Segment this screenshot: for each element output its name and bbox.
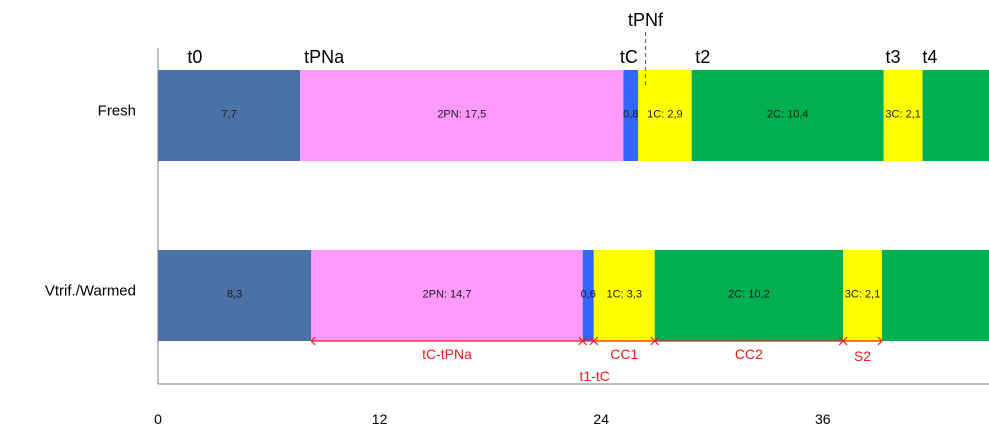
bar-segment — [300, 70, 624, 161]
bar-segment — [638, 70, 692, 161]
segment-label: 1C: 3,3 — [607, 288, 642, 300]
segment-label: 3C: 2,1 — [885, 108, 920, 120]
measurement-label: CC1 — [610, 346, 638, 362]
bar-segment — [623, 70, 639, 161]
x-tick-label: 24 — [593, 411, 609, 427]
bar-segment — [582, 250, 594, 341]
bar-segment — [593, 250, 655, 341]
segment-label: 2PN: 14,7 — [423, 288, 472, 300]
bar-segment — [883, 70, 923, 161]
event-label: tPNa — [304, 47, 345, 67]
bar-segment — [654, 250, 844, 341]
axis-layer: 0 12 24 36 Fresh Vtrif./Warmed — [45, 48, 989, 427]
bar-segment — [843, 250, 882, 341]
segment-label: 0,6 — [581, 288, 596, 300]
event-label: tC — [620, 47, 638, 67]
x-tick-label: 36 — [815, 411, 831, 427]
segment-label: 2PN: 17,5 — [437, 108, 486, 120]
measurement-arrow — [842, 336, 883, 346]
bar-segment — [158, 250, 312, 341]
bar-segment — [922, 70, 989, 161]
measurement-label: tC-tPNa — [422, 346, 472, 362]
bar-segment — [158, 70, 301, 161]
event-label: t3 — [885, 47, 900, 67]
category-label: Vtrif./Warmed — [45, 282, 136, 299]
x-tick-label: 0 — [154, 411, 162, 427]
bar-segment — [311, 250, 583, 341]
event-label: tPNf — [628, 10, 664, 30]
bars-layer — [158, 70, 989, 341]
measurement-label: CC2 — [735, 346, 763, 362]
annotation-layer: t0 tPNa tC tPNf t2 t3 t4 — [187, 10, 937, 86]
segment-label: 2C: 10,4 — [767, 108, 809, 120]
segment-label: 1C: 2,9 — [647, 108, 682, 120]
measurement-label: S2 — [854, 348, 871, 364]
x-tick-label: 12 — [372, 411, 388, 427]
segment-label: 2C: 10,2 — [728, 288, 770, 300]
measurement-label: t1-tC — [580, 368, 610, 384]
segment-label: 8,3 — [227, 288, 242, 300]
bar-segment — [881, 250, 989, 341]
segment-labels-layer: 7,7 2PN: 17,5 0,8 1C: 2,9 2C: 10,4 3C: 2,1 8,3… — [221, 108, 920, 300]
category-label: Fresh — [98, 102, 136, 119]
event-label: t4 — [922, 47, 937, 67]
event-label: t2 — [695, 47, 710, 67]
segment-label: 3C: 2,1 — [845, 288, 880, 300]
segment-label: 0,8 — [623, 108, 638, 120]
bar-segment — [691, 70, 884, 161]
segment-label: 7,7 — [221, 108, 236, 120]
event-label: t0 — [187, 47, 202, 67]
